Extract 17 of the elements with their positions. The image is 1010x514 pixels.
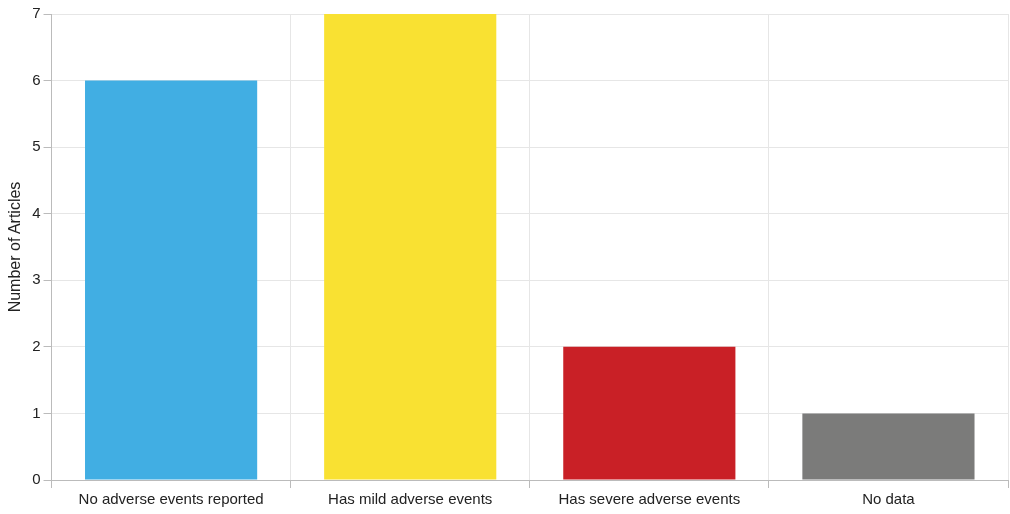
y-tick-label: 0 (32, 470, 41, 488)
bar (563, 346, 736, 480)
x-tick-label: Has mild adverse events (328, 490, 493, 508)
x-tick-label: No data (862, 490, 916, 508)
y-axis-title: Number of Articles (6, 181, 24, 313)
y-tick-label: 3 (32, 270, 41, 288)
y-tick-label: 7 (32, 4, 41, 22)
bar (802, 413, 975, 480)
x-tick-label: Has severe adverse events (558, 490, 741, 508)
bar (85, 80, 258, 480)
y-tick-label: 2 (32, 337, 41, 354)
y-tick-label: 4 (32, 203, 41, 221)
x-tick-label: No adverse events reported (78, 490, 264, 508)
y-tick-label: 1 (32, 403, 41, 421)
y-tick-label: 5 (32, 137, 41, 155)
y-tick-label: 6 (32, 70, 41, 88)
bar (324, 14, 497, 480)
